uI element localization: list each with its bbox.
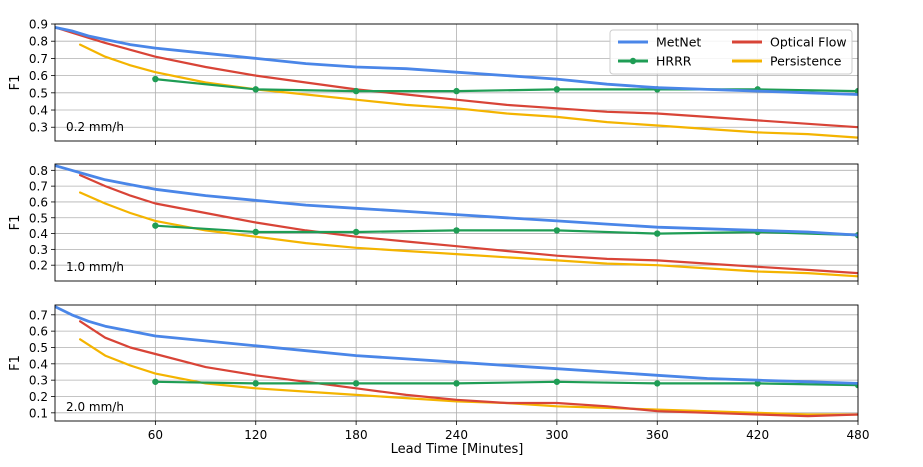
hrrr-line [154,224,858,237]
y-tick-label: 0.6 [29,195,48,209]
y-tick-label: 0.3 [29,121,48,135]
persistence-line [78,191,858,278]
hrrr-point [252,86,259,93]
legend-item-persistence: Persistence [732,54,842,69]
hrrr-point [654,230,661,237]
x-tick-label: 420 [746,428,769,442]
legend-label: Persistence [770,54,842,69]
legend-label: HRRR [656,54,692,69]
hrrr-point [553,378,561,385]
y-tick-label: 0.6 [29,69,48,83]
x-tick-label: 120 [244,428,267,442]
hrrr-point [352,87,360,95]
x-tick-label: 60 [148,428,163,442]
x-tick-label: 300 [545,428,568,442]
panel-2: 0.2 0.3 0.4 0.5 0.60.7 0.8 F1 1.0 mm/h [8,163,859,285]
hrrr-point [152,378,159,385]
hrrr-point [453,87,460,95]
legend-item-hrrr: HRRR [618,54,692,69]
y-tick-label: 0.4 [29,104,48,118]
legend-box [609,29,853,75]
persistence-line [78,43,858,139]
y-tick-label: 0.5 [29,86,48,100]
x-tick-label: 180 [345,428,368,442]
legend-marker [629,57,637,65]
y-tick-label: 0.9 [29,18,48,32]
hrrr-point [453,227,460,234]
y-tick-label: 0.8 [29,164,48,178]
y-tick-label: 0.2 [29,259,48,273]
y-tick-label: 0.5 [29,341,48,355]
panel-frame [54,163,859,282]
metnet-line [55,164,858,237]
threshold-annotation: 1.0 mm/h [66,260,124,274]
y-axis-label: F1 [8,355,23,371]
y-tick-label: 0.8 [29,35,48,49]
x-axis-label: Lead Time [Minutes] [391,442,524,457]
y-tick-label: 0.1 [29,406,48,420]
optical-flow-line [78,320,858,418]
metnet-line [55,25,858,96]
panel-frame [54,304,859,422]
legend-label: MetNet [656,35,701,50]
legend-item-optical-flow: Optical Flow [732,35,847,50]
y-tick-label: 0.3 [29,243,48,257]
hrrr-line [154,380,858,387]
series-group [55,305,858,418]
x-tick-label: 480 [847,428,870,442]
panel-frame [54,23,859,142]
hrrr-line [154,77,858,93]
y-axis-label: F1 [8,75,23,91]
hrrr-point [553,227,561,234]
y-tick-label: 0.7 [29,180,48,194]
y-tick-label: 0.4 [29,227,48,241]
hrrr-point [352,380,360,387]
hrrr-point [252,228,259,236]
hrrr-point [453,380,460,387]
persistence-line [78,338,858,416]
hrrr-point [252,380,259,387]
series-group [55,25,858,139]
threshold-annotation: 2.0 mm/h [66,400,124,414]
y-tick-label: 0.5 [29,211,48,225]
hrrr-point [754,380,761,387]
hrrr-point [152,75,159,83]
series-group [55,164,858,278]
y-tick-label: 0.7 [29,308,48,322]
legend-item-metnet: MetNet [618,35,701,50]
legend-label: Optical Flow [770,35,847,50]
hrrr-point [553,86,561,93]
panel-3: 0.1 0.2 0.3 0.4 0.5 0.6 0.7 60 120 180 240 300 360 42… [8,304,870,442]
y-tick-label: 0.3 [29,374,48,388]
metnet-line [55,305,858,385]
x-tick-label: 360 [646,428,669,442]
hrrr-point [352,228,360,236]
hrrr-point [152,222,159,229]
x-tick-label: 240 [445,428,468,442]
optical-flow-line [78,174,858,275]
hrrr-point [654,380,661,387]
y-tick-label: 0.6 [29,325,48,339]
y-tick-label: 0.2 [29,390,48,404]
y-tick-label: 0.4 [29,357,48,371]
hrrr-point [854,87,858,95]
chart-legend: MetNet Optical Flow HRRR Persistence [609,29,853,75]
y-axis-label: F1 [8,215,23,231]
y-tick-label: 0.7 [29,52,48,66]
x-axis-label-group: Lead Time [Minutes] [391,442,524,457]
threshold-annotation: 0.2 mm/h [66,120,124,134]
